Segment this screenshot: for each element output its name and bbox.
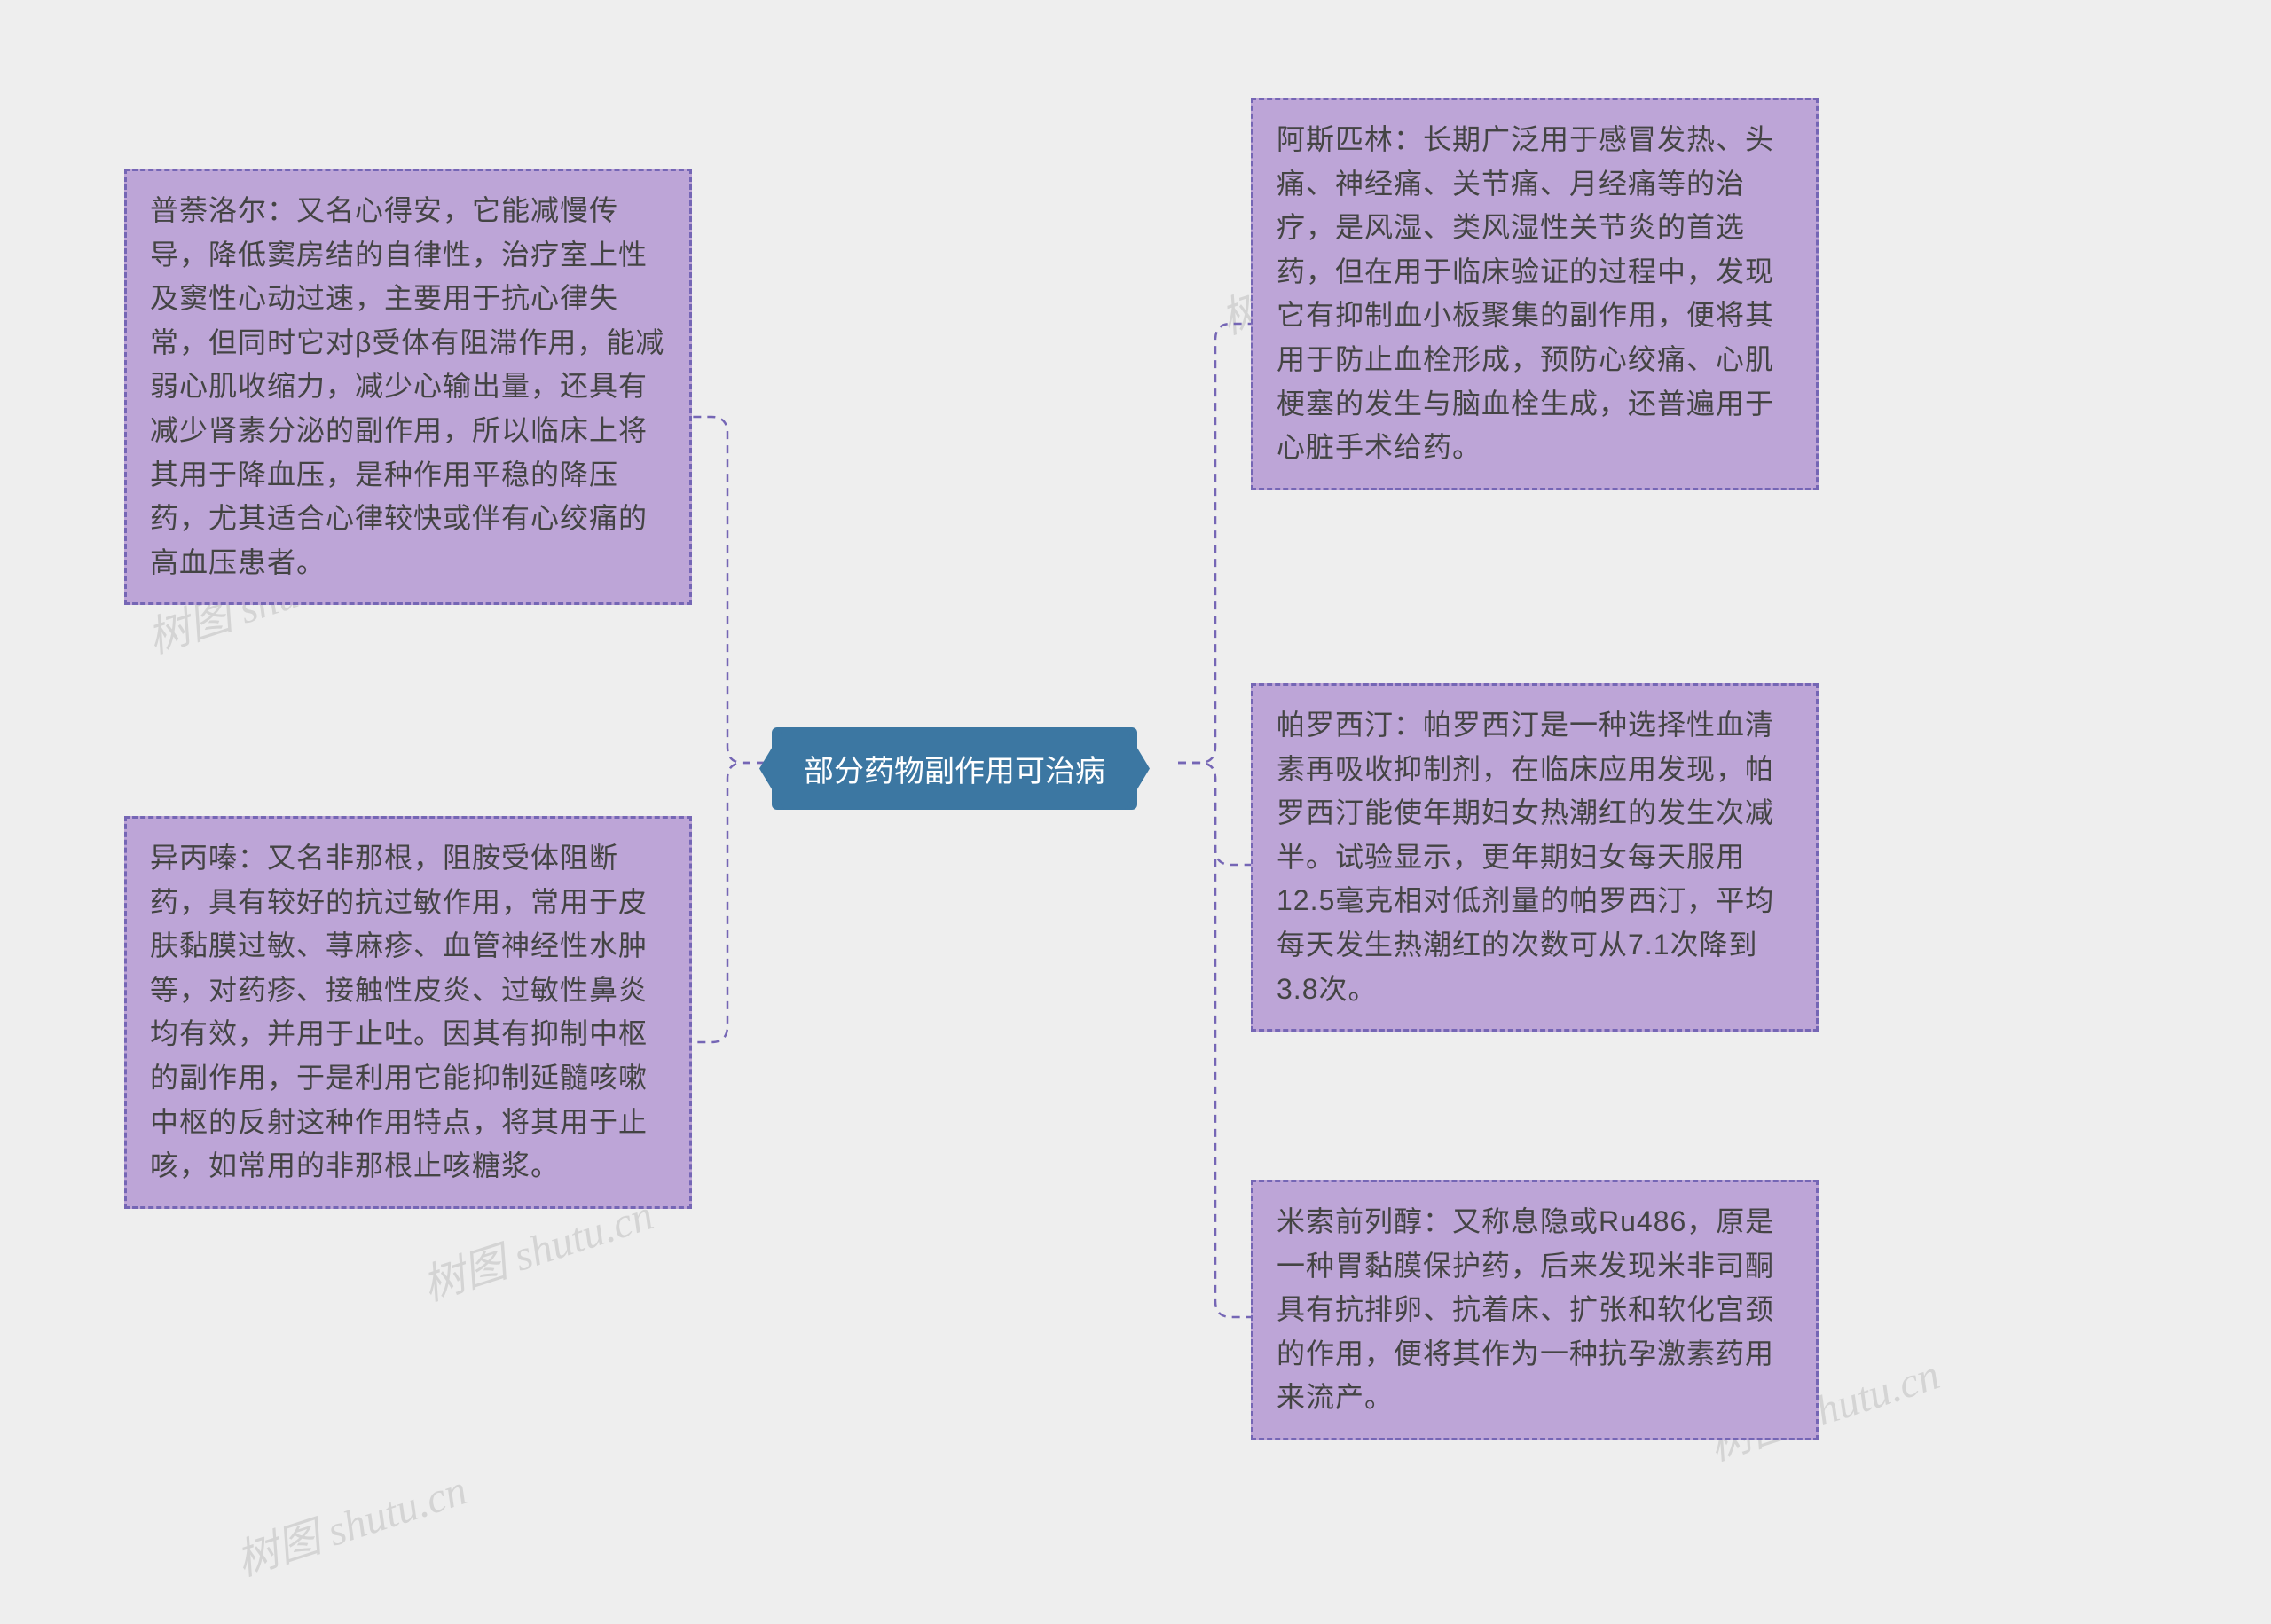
leaf-misoprostol: 米索前列醇：又称息隐或Ru486，原是一种胃黏膜保护药，后来发现米非司酮具有抗排… [1251,1180,1819,1440]
connector-line [1178,324,1251,763]
mindmap-canvas: 树图 shutu.cn树图 shutu.cn树图 shutu.cn树图 shut… [0,0,2271,1624]
connector-line [1178,763,1251,1317]
leaf-paroxetine: 帕罗西汀：帕罗西汀是一种选择性血清素再吸收抑制剂，在临床应用发现，帕罗西汀能使年… [1251,683,1819,1032]
leaf-promethazine: 异丙嗪：又名非那根，阻胺受体阻断药，具有较好的抗过敏作用，常用于皮肤黏膜过敏、荨… [124,816,692,1209]
connector-line [692,763,765,1042]
connector-line [692,417,765,763]
center-topic: 部分药物副作用可治病 [772,727,1137,810]
leaf-aspirin: 阿斯匹林：长期广泛用于感冒发热、头痛、神经痛、关节痛、月经痛等的治疗，是风湿、类… [1251,98,1819,490]
leaf-propranolol: 普萘洛尔：又名心得安，它能减慢传导，降低窦房结的自律性，治疗室上性及窦性心动过速… [124,169,692,605]
